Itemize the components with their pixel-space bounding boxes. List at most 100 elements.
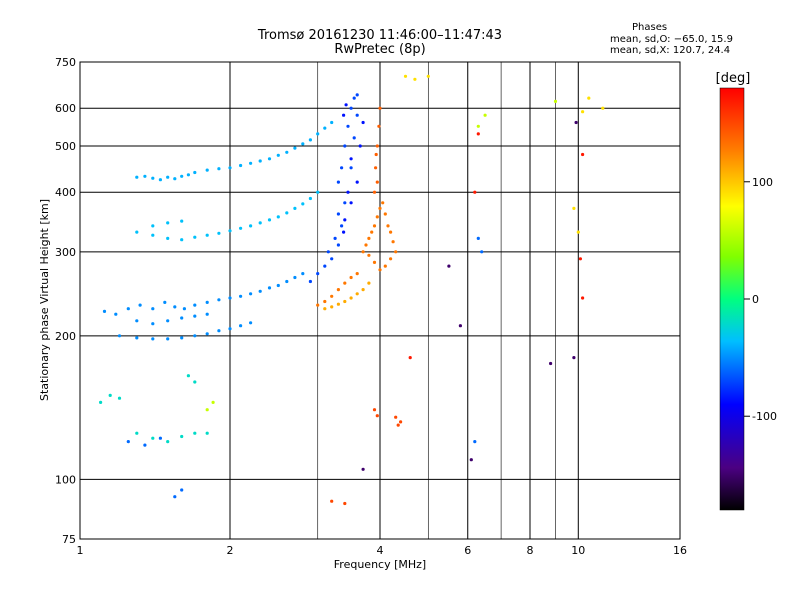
y-axis-label: Stationary phase Virtual Height [km] <box>38 199 51 401</box>
data-point <box>276 283 280 288</box>
data-point <box>413 77 417 81</box>
data-point <box>349 296 353 300</box>
data-point <box>180 174 184 178</box>
data-point <box>205 431 209 435</box>
data-point <box>308 196 312 201</box>
data-point <box>135 336 139 340</box>
data-point <box>166 337 170 341</box>
data-point <box>323 264 327 268</box>
data-point <box>378 206 382 210</box>
data-point <box>389 257 393 261</box>
data-point <box>340 166 344 170</box>
data-point <box>205 408 209 412</box>
data-point <box>166 236 170 240</box>
data-point <box>316 190 320 194</box>
data-point <box>217 167 221 171</box>
data-point <box>180 316 184 320</box>
data-point <box>572 206 576 210</box>
data-point <box>326 250 330 254</box>
data-point <box>574 120 578 125</box>
data-point <box>342 113 346 117</box>
data-point <box>344 103 348 107</box>
data-point <box>399 420 403 424</box>
colorbar-label: [deg] <box>716 71 751 86</box>
data-point <box>375 414 379 418</box>
data-point <box>336 302 340 306</box>
data-point <box>370 230 374 234</box>
data-point <box>372 260 377 264</box>
data-point <box>343 299 347 304</box>
data-point <box>193 334 197 338</box>
data-point <box>343 218 347 222</box>
data-point <box>158 436 162 440</box>
data-point <box>367 253 371 257</box>
colorbar-tick-label: 0 <box>752 293 759 306</box>
data-point <box>173 495 177 499</box>
data-point <box>426 74 430 78</box>
y-tick-labels: 75 100 200 300 400 500 600 750 <box>55 56 76 546</box>
data-point <box>391 240 395 244</box>
data-point <box>193 380 197 384</box>
data-point <box>151 337 155 341</box>
data-point <box>301 202 305 206</box>
stats-heading: Phases <box>632 22 668 33</box>
data-point <box>99 400 103 404</box>
data-point <box>323 126 327 130</box>
grid <box>80 62 680 539</box>
data-point <box>333 236 337 240</box>
data-point <box>361 288 365 292</box>
data-point <box>228 296 232 300</box>
data-point <box>151 307 155 311</box>
y-tick-label: 100 <box>55 473 76 486</box>
x-tick-label: 1 <box>77 544 84 557</box>
data-point <box>217 298 221 302</box>
data-point <box>343 201 347 205</box>
data-point <box>476 132 480 136</box>
data-point <box>267 286 272 290</box>
data-point <box>126 307 130 311</box>
data-point <box>349 157 353 161</box>
data-point <box>346 190 350 194</box>
x-tick-label: 4 <box>377 544 384 557</box>
data-point <box>276 153 280 157</box>
data-point <box>601 106 605 110</box>
data-point <box>330 120 334 125</box>
x-tick-label: 2 <box>227 544 234 557</box>
data-point <box>180 219 184 223</box>
data-point <box>108 393 112 397</box>
data-point <box>375 180 379 184</box>
data-point <box>143 443 147 447</box>
data-point <box>587 96 591 100</box>
data-point <box>403 74 408 78</box>
data-point <box>249 224 253 228</box>
data-point <box>285 279 289 284</box>
data-point <box>239 163 243 168</box>
data-point <box>355 180 359 184</box>
data-point <box>151 233 155 237</box>
y-tick-label: 750 <box>55 56 76 69</box>
data-point <box>228 166 232 170</box>
data-point <box>102 309 107 313</box>
data-point <box>205 168 209 172</box>
data-point <box>205 332 209 336</box>
data-point <box>135 175 139 179</box>
data-point <box>301 142 305 146</box>
data-point <box>301 272 305 276</box>
data-point <box>151 176 155 180</box>
data-point <box>361 120 365 125</box>
data-point <box>323 299 327 304</box>
plot-frame <box>79 61 681 540</box>
data-point <box>193 303 197 307</box>
data-point <box>163 300 167 304</box>
chart-subtitle: RwPretec (8p) <box>334 42 426 57</box>
data-point <box>367 281 371 285</box>
data-point <box>135 319 139 323</box>
chart-title: Tromsø 20161230 11:46:00–11:47:43 <box>257 28 503 43</box>
data-point <box>267 157 272 161</box>
data-point <box>249 292 253 296</box>
data-point <box>276 215 280 219</box>
data-point <box>473 440 477 444</box>
data-point <box>553 99 558 103</box>
data-point <box>336 243 340 247</box>
